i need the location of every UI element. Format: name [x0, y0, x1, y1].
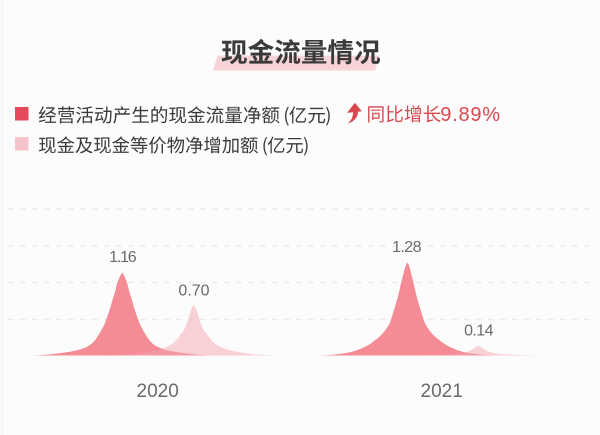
svg-text:0.14: 0.14: [464, 323, 493, 340]
svg-text:1.28: 1.28: [392, 239, 421, 256]
svg-text:2020: 2020: [137, 381, 179, 402]
svg-text:9.89%: 9.89%: [440, 104, 500, 126]
svg-text:2021: 2021: [421, 381, 463, 402]
svg-text:0.70: 0.70: [178, 283, 209, 300]
svg-text:1.16: 1.16: [109, 249, 137, 266]
